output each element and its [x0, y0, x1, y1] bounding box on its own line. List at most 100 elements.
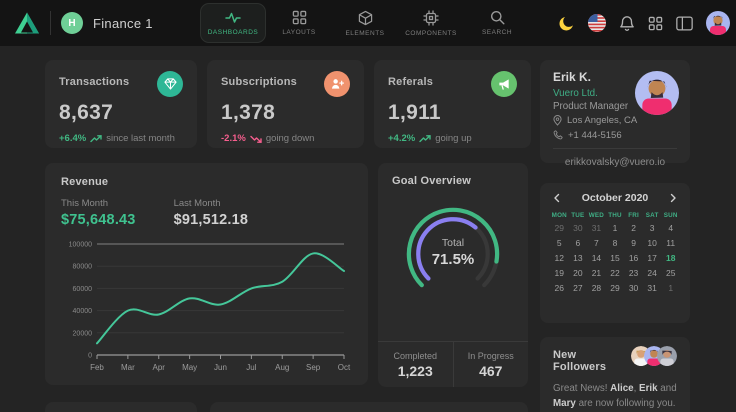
stat-card: Subscriptions 1,378 -2.1% going down: [207, 60, 364, 148]
trend-icon: [419, 134, 431, 142]
calendar-day[interactable]: 5: [556, 238, 562, 248]
bell-icon[interactable]: [619, 15, 635, 32]
nav-item-components[interactable]: COMPONENTS: [398, 3, 464, 43]
stat-title: Transactions: [59, 76, 130, 88]
calendar-day[interactable]: 17: [647, 253, 657, 263]
calendar-day[interactable]: 23: [628, 268, 639, 278]
x-tick-label: May: [182, 363, 197, 372]
weekday-label: WED: [588, 212, 605, 219]
megaphone-icon: [498, 79, 509, 90]
calendar-day[interactable]: 20: [573, 268, 583, 278]
calendar-day[interactable]: 29: [554, 223, 565, 233]
this-month-stat: This Month $75,648.43: [61, 198, 136, 228]
stat-title: Referals: [388, 76, 434, 88]
calendar-day[interactable]: 1: [612, 223, 618, 233]
revenue-chart[interactable]: 0 20000 40000 60000 80000 100000 Feb Mar Apr May J…: [61, 234, 352, 384]
in-progress-value: 467: [479, 362, 503, 379]
calendar-day[interactable]: 2: [631, 223, 636, 233]
stat-badge: [491, 71, 517, 97]
user-avatar[interactable]: [706, 11, 730, 35]
stat-caption: since last month: [106, 133, 175, 144]
follower-name[interactable]: Mary: [553, 397, 576, 409]
stat-title: Subscriptions: [221, 76, 297, 88]
calendar-card: October 2020 MON TUE WED THU FRI SAT SUN 29 30 3…: [540, 183, 690, 323]
cpu-icon: [423, 10, 439, 25]
last-month-stat: Last Month $91,512.18: [174, 198, 249, 228]
avatar-mary[interactable]: [657, 346, 677, 366]
calendar-day[interactable]: 30: [573, 223, 583, 233]
profile-email[interactable]: erikkovalsky@vuero.io: [564, 157, 666, 169]
this-month-label: This Month: [61, 198, 108, 209]
goal-title: Goal Overview: [392, 175, 472, 187]
calendar-day[interactable]: 18: [665, 253, 676, 263]
calendar-day[interactable]: 29: [610, 283, 620, 293]
calendar-day[interactable]: 15: [610, 253, 620, 263]
card-stub-wide: [210, 402, 528, 412]
trend-icon: [250, 135, 262, 143]
follower-name[interactable]: Alice: [610, 383, 634, 394]
calendar-day[interactable]: 22: [610, 268, 620, 278]
user-plus-icon: [331, 79, 344, 89]
calendar-day[interactable]: 6: [575, 238, 581, 248]
calendar-day[interactable]: 30: [628, 283, 639, 293]
gauge-center: Total 71.5%: [392, 237, 514, 268]
calendar-day[interactable]: 21: [591, 268, 602, 278]
calendar-day[interactable]: 31: [647, 283, 657, 293]
profile-phone: +1 444-5156: [568, 129, 622, 141]
x-tick-label: Feb: [90, 363, 104, 372]
y-tick-label: 0: [88, 353, 92, 360]
moon-icon[interactable]: [558, 15, 575, 32]
layout-grid-icon: [292, 10, 306, 25]
calendar-day[interactable]: 7: [594, 238, 599, 248]
nav-item-search[interactable]: SEARCH: [464, 3, 530, 43]
calendar-day[interactable]: 11: [666, 238, 676, 248]
calendar-day[interactable]: 10: [647, 238, 657, 248]
last-month-value: $91,512.18: [173, 212, 249, 228]
calendar-day[interactable]: 8: [612, 238, 618, 248]
calendar-day[interactable]: 12: [554, 253, 565, 263]
x-tick-label: Jun: [214, 363, 227, 372]
goal-gauge[interactable]: [392, 187, 514, 319]
y-tick-label: 20000: [73, 330, 93, 337]
calendar-day[interactable]: 31: [591, 223, 602, 233]
weekday-label: SUN: [663, 212, 678, 219]
calendar-day[interactable]: 9: [631, 238, 636, 248]
profile-location: Los Angeles, CA: [567, 115, 638, 127]
brand: H Finance 1: [14, 0, 153, 46]
calendar-prev-button[interactable]: [553, 193, 561, 203]
stat-caption: going down: [265, 133, 315, 144]
calendar-next-button[interactable]: [669, 193, 677, 203]
goal-footer: Completed 1,223 In Progress 467: [378, 341, 528, 387]
followers-title: New Followers: [553, 349, 607, 373]
calendar-day[interactable]: 14: [591, 253, 602, 263]
calendar-day[interactable]: 4: [668, 223, 674, 233]
calendar-day[interactable]: 3: [649, 223, 655, 233]
apps-grid-icon[interactable]: [648, 16, 663, 31]
nav-item-layouts[interactable]: LAYOUTS: [266, 3, 332, 43]
calendar-day[interactable]: 13: [573, 253, 583, 263]
profile-company[interactable]: Vuero Ltd.: [553, 87, 598, 99]
main-nav: DASHBOARDS LAYOUTS ELEME: [200, 3, 530, 43]
calendar-day[interactable]: 24: [647, 268, 657, 278]
calendar-day[interactable]: 19: [554, 268, 565, 278]
calendar-day[interactable]: 26: [554, 283, 565, 293]
weekday-label: TUE: [571, 212, 585, 219]
nav-item-elements[interactable]: ELEMENTS: [332, 3, 398, 43]
calendar-day[interactable]: 25: [665, 268, 676, 278]
vuero-logo-icon[interactable]: [14, 11, 40, 35]
project-badge[interactable]: H: [61, 12, 83, 34]
panels-icon[interactable]: [676, 15, 693, 31]
calendar-weekdays: MON TUE WED THU FRI SAT SUN: [550, 212, 680, 219]
activity-icon: [225, 12, 241, 23]
us-flag-icon[interactable]: [588, 14, 606, 32]
nav-item-label: SEARCH: [481, 29, 513, 36]
calendar-day[interactable]: 27: [573, 283, 583, 293]
calendar-day[interactable]: 28: [591, 283, 602, 293]
x-tick-label: Aug: [275, 363, 289, 372]
calendar-day[interactable]: 1: [668, 283, 674, 293]
calendar-day[interactable]: 16: [628, 253, 639, 263]
stat-card: Referals 1,911 +4.2% going up: [374, 60, 531, 148]
divider: [553, 148, 677, 150]
follower-name[interactable]: Erik: [639, 383, 658, 394]
nav-item-dashboards[interactable]: DASHBOARDS: [200, 3, 266, 43]
